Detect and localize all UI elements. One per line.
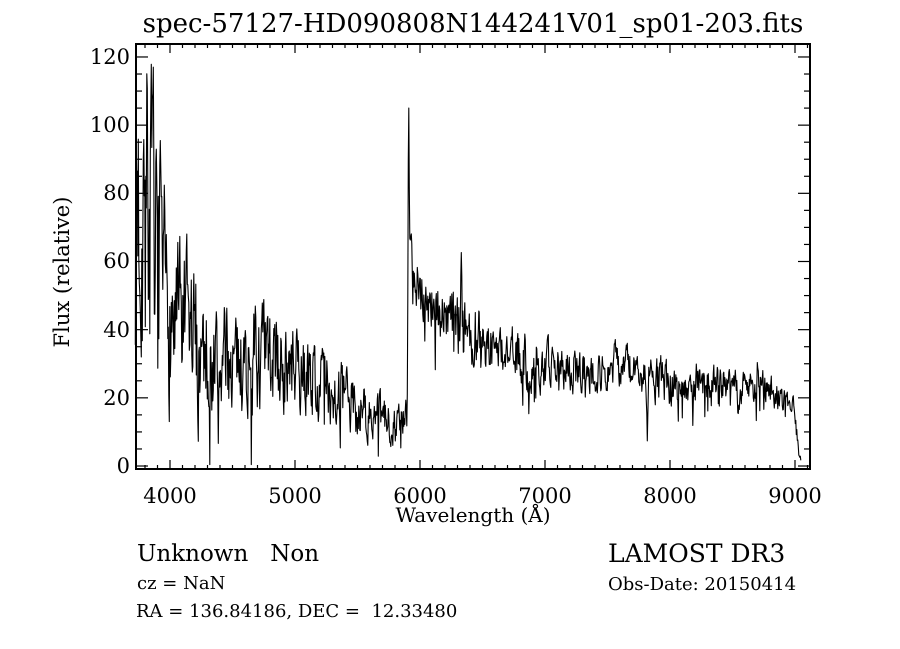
obs-date-label: Obs-Date: 20150414 <box>608 574 797 595</box>
y-tick-label: 100 <box>89 113 130 137</box>
axis-ticks <box>136 44 810 469</box>
x-tick-label: 8000 <box>643 484 697 508</box>
plot-frame <box>135 43 811 470</box>
y-tick-label: 20 <box>103 386 130 410</box>
x-axis-label: Wavelength (Å) <box>395 503 551 527</box>
survey-release-label: LAMOST DR3 <box>608 539 786 568</box>
y-tick-label: 0 <box>116 454 130 478</box>
spectrum-line <box>134 63 802 466</box>
x-tick-label: 5000 <box>268 484 322 508</box>
x-tick-label: 7000 <box>518 484 572 508</box>
cz-label: cz = NaN <box>137 573 226 594</box>
x-tick-label: 9000 <box>768 484 822 508</box>
y-tick-label: 40 <box>103 318 130 342</box>
x-tick-label: 4000 <box>143 484 197 508</box>
object-class-label: Unknown Non <box>137 541 320 567</box>
y-tick-label: 120 <box>89 45 130 69</box>
y-tick-label: 60 <box>103 249 130 273</box>
x-tick-label: 6000 <box>393 484 447 508</box>
ra-dec-label: RA = 136.84186, DEC = 12.33480 <box>136 601 458 622</box>
plot-title: spec-57127-HD090808N144241V01_sp01-203.f… <box>142 9 804 39</box>
y-tick-label: 80 <box>103 181 130 205</box>
